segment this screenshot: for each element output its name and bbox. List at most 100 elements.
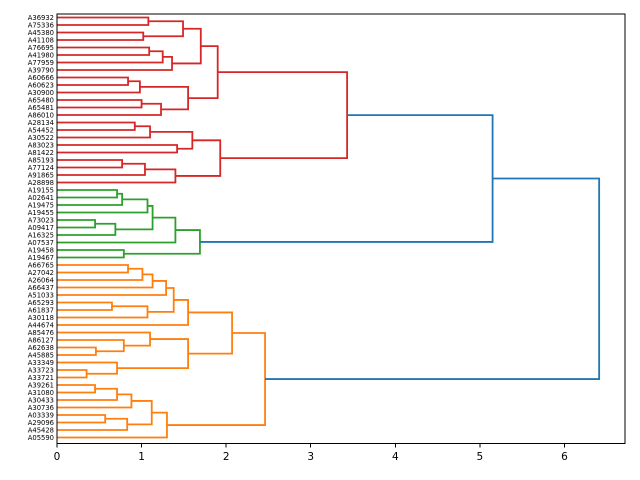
leaf-label: A02641 (28, 194, 54, 202)
dendrogram-link-R17 (57, 159, 124, 169)
leaf-label: A77124 (28, 164, 54, 172)
leaf-label: A45380 (28, 29, 54, 37)
leaf-label: A62638 (28, 344, 54, 352)
dendrogram-link-O6 (57, 305, 149, 319)
dendrogram-link-R5 (57, 50, 164, 64)
dendrogram-link-O4 (57, 280, 168, 296)
dendrogram-link-C2 (57, 387, 118, 401)
leaf-label: A19155 (28, 186, 54, 194)
dendrogram-link-D2 (57, 417, 129, 431)
leaf-label: A45428 (28, 426, 54, 434)
dendrogram-link-R11 (57, 102, 162, 116)
leaf-label: A36932 (28, 14, 54, 22)
dendrogram-link-R14 (57, 121, 136, 131)
leaf-label: A26064 (28, 276, 54, 284)
leaf-label: A83023 (28, 141, 54, 149)
leaf-label: A30118 (28, 314, 54, 322)
dendrogram-link-R21 (175, 139, 222, 177)
leaf-label: A30900 (28, 89, 54, 97)
leaf-label: A30522 (28, 134, 54, 142)
leaf-label: A65480 (28, 96, 54, 104)
leaf-label: A33349 (28, 359, 54, 367)
leaf-label: A86127 (28, 336, 54, 344)
leaf-label: A39790 (28, 66, 54, 74)
x-tick-label: 1 (138, 451, 145, 463)
leaf-label: A73023 (28, 216, 54, 224)
leaf-label: A66765 (28, 261, 54, 269)
dendrogram-link-O3 (57, 273, 154, 289)
leaf-label: A19475 (28, 201, 54, 209)
dendrogram-link-R18 (57, 162, 146, 176)
dendrogram-link-D1 (57, 414, 107, 424)
dendrogram-link-G3 (57, 198, 149, 214)
leaf-label: A31080 (28, 389, 54, 397)
leaf-label: A28898 (28, 179, 54, 187)
leaf-label: A16325 (28, 231, 54, 239)
leaf-label: A30433 (28, 396, 54, 404)
leaf-label: A19467 (28, 254, 54, 262)
leaf-label: A41980 (28, 51, 54, 59)
dendrogram-link-R12 (139, 85, 189, 111)
dendrogram-link-R6 (57, 55, 173, 71)
dendrogram-link-G8 (57, 249, 125, 259)
leaf-label: A76695 (28, 44, 54, 52)
dendrogram-link-L2 (265, 177, 601, 380)
leaf-label: A39261 (28, 381, 54, 389)
dendrogram-link-G6 (115, 205, 154, 231)
dendrogram-link-P1 (57, 346, 97, 356)
x-tick-label: 6 (561, 451, 568, 463)
leaf-label: A27042 (28, 269, 54, 277)
dendrogram-link-R9 (57, 80, 141, 94)
dendrogram-link-O9 (188, 311, 233, 355)
leaf-label: A03339 (28, 411, 54, 419)
dendrogram-link-G1 (57, 189, 118, 199)
dendrogram-links (57, 16, 601, 439)
dendrogram-link-O5 (57, 301, 113, 311)
leaf-label: A65293 (28, 299, 54, 307)
dendrogram-link-R19 (57, 168, 177, 184)
x-tick-label: 2 (223, 451, 230, 463)
dendrogram-link-G9 (123, 229, 201, 255)
leaf-label: A86010 (28, 111, 54, 119)
leaf-label: A19458 (28, 246, 54, 254)
leaf-label: A85476 (28, 329, 54, 337)
dendrogram-link-G2 (57, 192, 124, 206)
dendrogram-link-C3 (57, 393, 133, 409)
plot-border (56, 13, 626, 444)
dendrogram-link-O7 (147, 287, 175, 313)
dendrogram-link-F1 (117, 338, 189, 370)
dendrogram-link-O2 (57, 267, 144, 281)
dendrogram-link-R13 (188, 45, 219, 100)
leaf-label: A30736 (28, 404, 54, 412)
dendrogram-link-R1 (57, 16, 150, 26)
dendrogram-link-R22 (217, 71, 349, 160)
leaf-label: A77959 (28, 59, 54, 67)
leaf-label: A66437 (28, 284, 54, 292)
leaf-label: A81422 (28, 149, 54, 157)
leaf-label: A45885 (28, 351, 54, 359)
x-axis-ticks: 0 1 2 3 4 5 6 (54, 443, 568, 463)
leaf-label: A60666 (28, 74, 54, 82)
leaf-label: A09417 (28, 224, 54, 232)
dendrogram-link-G5 (57, 222, 117, 236)
leaf-label: A28134 (28, 119, 54, 127)
leaf-label: A54452 (28, 126, 54, 134)
leaf-label: A05590 (28, 434, 54, 442)
leaf-label: A19455 (28, 209, 54, 217)
leaf-label: A85193 (28, 156, 54, 164)
leaf-labels: A36932A75336A45380A41108A76695A41980A779… (28, 14, 54, 442)
dendrogram-link-R20 (150, 130, 194, 150)
x-tick-label: 4 (392, 451, 399, 463)
dendrogram-link-R4 (57, 46, 151, 56)
leaf-label: A65481 (28, 104, 54, 112)
dendrogram-link-G4 (57, 219, 96, 229)
dendrogram-link-B1 (57, 369, 88, 379)
dendrogram-link-R16 (57, 144, 179, 154)
leaf-label: A33723 (28, 366, 54, 374)
leaf-label: A61837 (28, 306, 54, 314)
leaf-label: A60623 (28, 81, 54, 89)
x-tick-label: 3 (307, 451, 314, 463)
leaf-label: A44674 (28, 321, 54, 329)
